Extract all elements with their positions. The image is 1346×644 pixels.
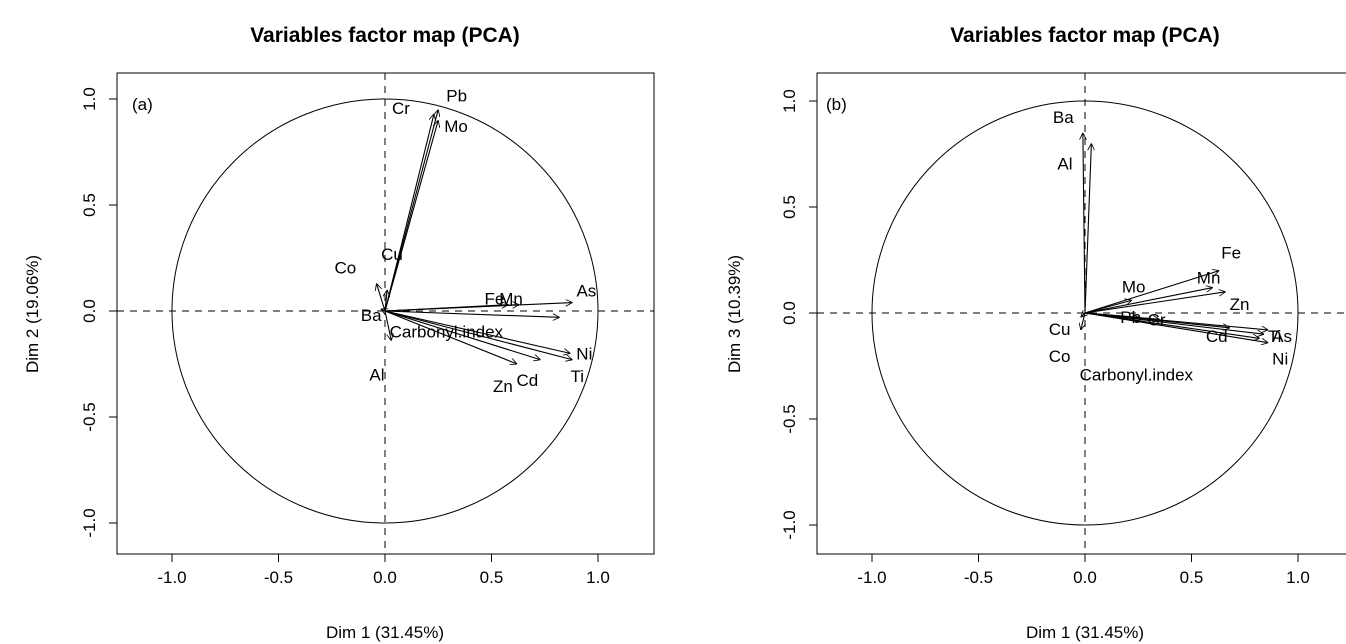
variable-arrow-zn: [1084, 292, 1226, 314]
variable-arrow-cu: [385, 290, 387, 312]
x-tick-label: -0.5: [264, 568, 293, 587]
x-tick-label: 1.0: [1286, 568, 1310, 587]
y-tick-label: -0.5: [780, 404, 799, 433]
variable-label-carbonyl-index: Carbonyl.index: [1080, 365, 1194, 384]
variable-arrow-cr: [384, 114, 434, 312]
variable-label-ni: Ni: [1272, 350, 1288, 369]
variable-label-as: As: [1272, 327, 1292, 346]
variable-arrow-carbonyl-index: [1084, 312, 1260, 338]
y-tick-label: -1.0: [780, 510, 799, 539]
panel-a-title: Variables factor map (PCA): [250, 24, 520, 47]
variable-label-mn: Mn: [1197, 269, 1221, 288]
variable-arrow-as: [384, 303, 572, 312]
panel-b-title: Variables factor map (PCA): [950, 24, 1220, 47]
variable-arrow-zn: [384, 310, 517, 364]
variable-arrow-al: [1084, 143, 1091, 314]
variable-label-ti: Ti: [570, 367, 584, 386]
variable-label-zn: Zn: [493, 377, 513, 396]
variable-arrow-mo: [1084, 300, 1132, 314]
x-tick-label: -1.0: [857, 568, 886, 587]
variable-label-mn: Mn: [499, 290, 523, 309]
variable-arrow-ti: [384, 310, 572, 360]
variable-label-pb: Pb: [446, 87, 467, 106]
panel-b: Variables factor map (PCA) (b) -1.0 -0.5 0…: [725, 24, 1346, 642]
variable-label-co: Co: [334, 258, 356, 277]
variable-label-fe: Fe: [1221, 244, 1241, 263]
panel-b-y-label: Dim 3 (10.39%): [725, 255, 744, 373]
x-tick-label: 0.5: [480, 568, 504, 587]
panel-b-x-label: Dim 1 (31.45%): [1026, 623, 1144, 642]
y-tick-label: 0.0: [780, 301, 799, 325]
variable-arrow-as: [1084, 312, 1268, 330]
variable-arrow-carbonyl-index: [384, 310, 560, 317]
variable-label-cd: Cd: [516, 371, 538, 390]
panel-a-y-axis: -1.0 -0.5 0.0 0.5 1.0: [80, 87, 117, 538]
x-tick-label: -0.5: [964, 568, 993, 587]
variable-label-fe: Fe: [485, 290, 505, 309]
variable-label-mo: Mo: [444, 117, 468, 136]
variable-label-ba: Ba: [361, 306, 382, 325]
variable-label-ba: Ba: [1053, 108, 1074, 127]
panel-a-x-axis: -1.0 -0.5 0.0 0.5 1.0: [157, 554, 610, 587]
y-tick-label: 0.0: [80, 299, 99, 323]
panel-a-y-label: Dim 2 (19.06%): [23, 255, 42, 373]
y-tick-label: 1.0: [780, 89, 799, 113]
panel-b-plot-area: BaAlFeMnZnMoCuCoPbCrCdTiAsNiCarbonyl.ind…: [817, 73, 1346, 554]
variable-arrow-al: [384, 310, 391, 341]
panel-b-x-axis: -1.0 -0.5 0.0 0.5 1.0: [857, 554, 1310, 587]
variable-label-ti: Ti: [1268, 327, 1282, 346]
variable-label-co: Co: [1049, 347, 1071, 366]
panel-b-y-axis: -1.0 -0.5 0.0 0.5 1.0: [780, 89, 817, 540]
variable-arrow-co: [1081, 312, 1085, 330]
x-tick-label: 0.0: [1073, 568, 1097, 587]
x-tick-label: 0.5: [1180, 568, 1204, 587]
panel-b-label: (b): [826, 95, 847, 114]
variable-arrow-ni: [384, 310, 570, 353]
variable-arrow-ba: [381, 308, 385, 311]
variable-arrow-co: [376, 283, 386, 312]
variable-label-ni: Ni: [576, 344, 592, 363]
variable-arrow-ti: [1084, 312, 1264, 334]
variable-arrow-cd: [384, 310, 540, 360]
variable-label-mo: Mo: [1122, 277, 1146, 296]
y-tick-label: 0.5: [80, 193, 99, 217]
x-tick-label: 1.0: [586, 568, 610, 587]
y-tick-label: 1.0: [80, 87, 99, 111]
variable-label-as: As: [576, 282, 596, 301]
y-tick-label: -0.5: [80, 402, 99, 431]
panel-a: Variables factor map (PCA) (a) -1.0 -0.5 0…: [23, 24, 655, 642]
variable-label-carbonyl-index: Carbonyl.index: [390, 322, 504, 341]
variable-arrow-mn: [1084, 288, 1213, 314]
variable-label-cr: Cr: [392, 99, 410, 118]
variable-label-cu: Cu: [381, 245, 403, 264]
variable-label-al: Al: [369, 366, 384, 385]
panel-a-x-label: Dim 1 (31.45%): [326, 623, 444, 642]
y-tick-label: -1.0: [80, 508, 99, 537]
y-tick-label: 0.5: [780, 195, 799, 219]
variable-arrow-fe: [1084, 271, 1219, 314]
x-tick-label: -1.0: [157, 568, 186, 587]
variable-arrow-ba: [1083, 133, 1085, 314]
variable-arrow-mo: [384, 120, 438, 312]
panel-a-label: (a): [132, 95, 153, 114]
x-tick-label: 0.0: [373, 568, 397, 587]
variable-label-al: Al: [1057, 154, 1072, 173]
variable-label-zn: Zn: [1230, 295, 1250, 314]
variable-label-cu: Cu: [1049, 320, 1071, 339]
